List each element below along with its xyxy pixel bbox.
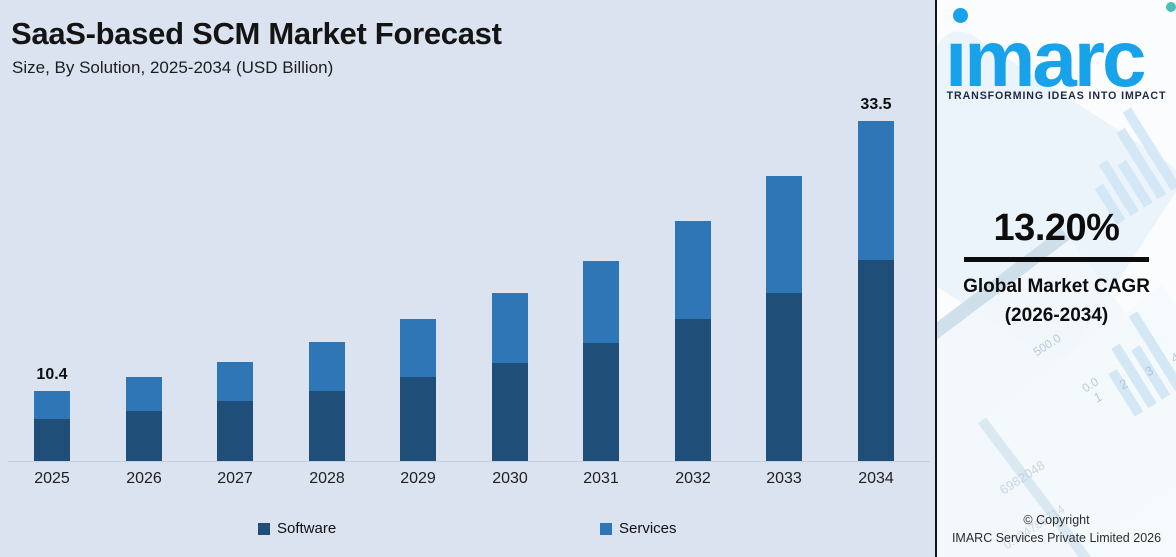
cagr-period: (2026-2034) (1004, 304, 1109, 326)
watermark-dot-icon (1166, 2, 1176, 12)
logo-tagline: TRANSFORMING IDEAS INTO IMPACT (946, 90, 1167, 102)
bar-2025-software (34, 419, 70, 461)
watermark-axis-label: 500.0 (1030, 330, 1064, 360)
x-tick-label-2031: 2031 (583, 470, 619, 487)
bar-2030-services (492, 293, 528, 363)
bar-2026-software (126, 411, 162, 461)
legend-label-software: Software (277, 520, 337, 537)
bar-2030-software (492, 363, 528, 461)
bar-2027-software (217, 401, 253, 461)
copyright-line2: IMARC Services Private Limited 2026 (951, 531, 1162, 546)
x-tick-label-2029: 2029 (400, 470, 436, 487)
plot-area: 2025 10.4 2026 2027 2028 2029 2030 2031 2032 2033… (8, 96, 930, 487)
bar-2034-software (858, 260, 894, 461)
bar-2031-services (583, 261, 619, 343)
x-tick-label-2028: 2028 (309, 470, 345, 487)
cagr-value: 13.20% (993, 207, 1120, 249)
page-title: SaaS-based SCM Market Forecast (11, 16, 502, 51)
logo-wordmark: ımarc (945, 14, 1146, 103)
bar-2033-software (766, 293, 802, 461)
legend-label-services: Services (619, 520, 677, 537)
bar-2032-software (675, 319, 711, 461)
bar-2033-services (766, 176, 802, 293)
logo-dot-icon (953, 8, 968, 23)
page-subtitle: Size, By Solution, 2025-2034 (USD Billio… (12, 58, 334, 77)
legend-swatch-software (258, 522, 270, 535)
legend-swatch-services (600, 522, 612, 535)
watermark-axis-ticks: 1 2 3 4 (1091, 345, 1176, 406)
bar-2032-services (675, 221, 711, 319)
x-tick-label-2027: 2027 (217, 470, 253, 487)
watermark-axis-label: 0.0 (1079, 374, 1102, 396)
bar-2029-services (400, 319, 436, 377)
bar-2031-software (583, 343, 619, 461)
bar-2029-software (400, 377, 436, 461)
cagr-label: Global Market CAGR (963, 276, 1150, 297)
legend-item-services: Services (600, 520, 677, 537)
bar-2025-services (34, 391, 70, 419)
bar-2026-services (126, 377, 162, 411)
copyright-line1: © Copyright (1023, 513, 1090, 527)
x-tick-label-2030: 2030 (492, 470, 528, 487)
cagr-block: 13.20% Global Market CAGR (2026-2034) (937, 207, 1176, 330)
panel-divider (935, 0, 937, 557)
watermark-number: 6982048 (996, 457, 1048, 498)
x-tick-label-2032: 2032 (675, 470, 711, 487)
x-tick-label-2034: 2034 (858, 470, 894, 487)
bar-value-label-2034: 33.5 (860, 96, 892, 113)
bar-2028-services (309, 342, 345, 391)
x-tick-label-2033: 2033 (766, 470, 802, 487)
x-axis-line (8, 461, 930, 462)
cagr-underline (964, 257, 1149, 262)
bar-2028-software (309, 391, 345, 461)
x-tick-label-2025: 2025 (34, 470, 70, 487)
copyright: © Copyright IMARC Services Private Limit… (937, 511, 1176, 547)
x-tick-label-2026: 2026 (126, 470, 162, 487)
bar-2034-services (858, 121, 894, 260)
legend-item-software: Software (258, 520, 336, 537)
chart-panel: SaaS-based SCM Market Forecast Size, By … (0, 0, 935, 557)
bar-2027-services (217, 362, 253, 401)
sidebar: 500.0 0.0 1 2 3 4 6982048 0.134785714 ım… (937, 0, 1176, 557)
bar-value-label-2025: 10.4 (36, 366, 68, 383)
